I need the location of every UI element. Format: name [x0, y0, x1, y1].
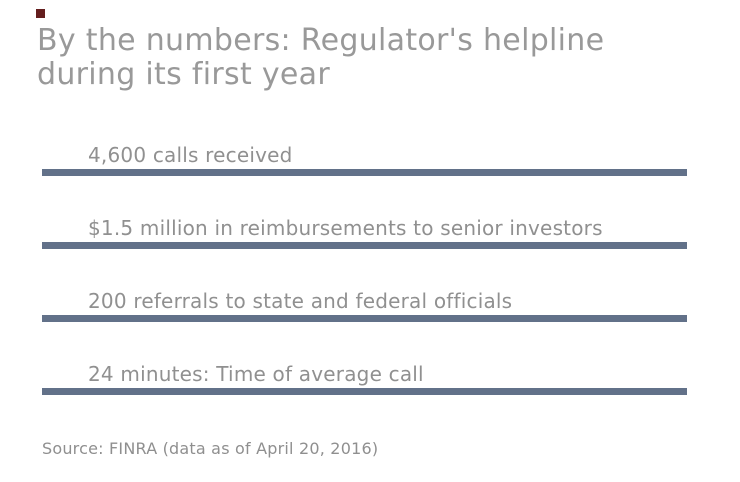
stat-underline-bar	[42, 169, 687, 176]
stat-label: 4,600 calls received	[88, 143, 293, 167]
stat-underline-bar	[42, 388, 687, 395]
stat-row-calls: 4,600 calls received	[42, 139, 687, 212]
stat-label: 200 referrals to state and federal offic…	[88, 289, 513, 313]
stat-underline-bar	[42, 315, 687, 322]
stats-list: 4,600 calls received $1.5 million in rei…	[42, 139, 687, 431]
stat-underline-bar	[42, 242, 687, 249]
stat-row-reimbursements: $1.5 million in reimbursements to senior…	[42, 212, 687, 285]
stat-label: $1.5 million in reimbursements to senior…	[88, 216, 603, 240]
page-title-line-1: By the numbers: Regulator's helpline	[37, 23, 605, 58]
brand-logo-square	[36, 9, 45, 18]
stat-row-referrals: 200 referrals to state and federal offic…	[42, 285, 687, 358]
source-note: Source: FINRA (data as of April 20, 2016…	[42, 439, 379, 458]
stat-label: 24 minutes: Time of average call	[88, 362, 424, 386]
stat-row-average-call: 24 minutes: Time of average call	[42, 358, 687, 431]
page-title-line-2: during its first year	[37, 57, 330, 92]
page-title: By the numbers: Regulator's helpline dur…	[37, 24, 604, 92]
